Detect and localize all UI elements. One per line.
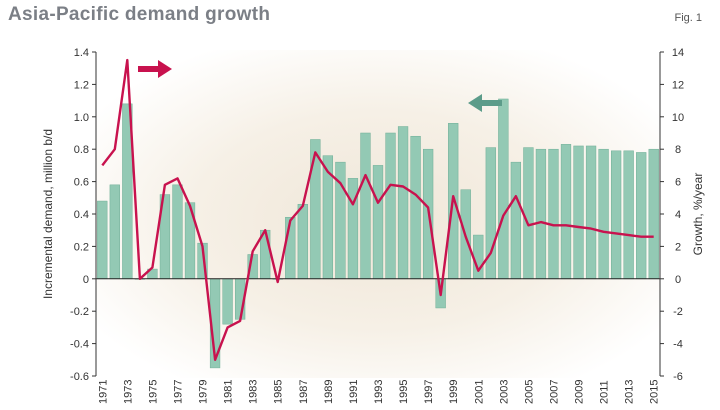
y-left-tick-label: 0.2 xyxy=(74,241,89,253)
bar xyxy=(610,150,622,280)
x-tick-label: 1993 xyxy=(373,380,385,404)
x-tick-label: 1983 xyxy=(248,380,260,404)
bar xyxy=(636,152,647,280)
bar xyxy=(473,234,484,280)
y-left-tick-label: 1.2 xyxy=(74,79,89,91)
bar xyxy=(560,144,572,280)
y-left-tick-label: -0.6 xyxy=(70,371,89,383)
x-tick-label: 2009 xyxy=(574,380,586,404)
bar xyxy=(109,184,120,280)
x-tick-label: 1997 xyxy=(423,380,435,404)
y-right-tick-label: 14 xyxy=(672,47,684,59)
bar xyxy=(360,132,371,280)
bars-layer xyxy=(97,98,659,369)
x-tick-label: 1979 xyxy=(198,380,210,404)
bar xyxy=(172,184,183,280)
x-tick-label: 1989 xyxy=(323,380,335,404)
bar xyxy=(510,161,522,280)
pointer-arrow-left-axis xyxy=(468,94,502,112)
bar xyxy=(372,165,384,280)
bar xyxy=(548,148,559,280)
bar xyxy=(535,148,547,280)
y-left-tick-label: 0.4 xyxy=(74,209,89,221)
y-right-tick-label: 12 xyxy=(672,79,684,91)
bar xyxy=(385,132,396,280)
growth-line xyxy=(101,58,654,361)
bar xyxy=(310,139,321,280)
bar xyxy=(585,145,597,280)
bar xyxy=(397,126,409,280)
pointer-arrow-right-axis xyxy=(138,60,172,78)
y-right-tick-label: 6 xyxy=(675,177,681,189)
x-tick-label: 2001 xyxy=(473,380,485,404)
chart-title: Asia-Pacific demand growth xyxy=(8,4,271,25)
y-right-tick-label: 8 xyxy=(675,144,681,156)
x-tick-label: 2011 xyxy=(599,380,611,404)
bar xyxy=(598,148,609,280)
bar xyxy=(623,150,634,280)
y-left-tick-label: 1.0 xyxy=(74,112,89,124)
x-tick-label: 1971 xyxy=(97,380,109,404)
x-tick-label: 1995 xyxy=(398,380,410,404)
y-left-tick-label: 0.8 xyxy=(74,144,89,156)
x-tick-label: 2015 xyxy=(649,380,661,404)
y-right-tick-label: 2 xyxy=(675,241,681,253)
x-tick-label: 1991 xyxy=(348,380,360,404)
x-tick-label: 1981 xyxy=(223,380,235,404)
y-right-tick-label: -6 xyxy=(673,371,683,383)
bar xyxy=(498,98,509,280)
figure-label: Fig. 1 xyxy=(674,12,702,24)
y-right-tick-label: 0 xyxy=(675,274,681,286)
x-tick-label: 2013 xyxy=(624,380,636,404)
y-right-tick-label: -2 xyxy=(673,306,683,318)
y-left-tick-label: -0.2 xyxy=(70,306,89,318)
y-left-tick-label: 1.4 xyxy=(74,47,89,59)
bar xyxy=(410,135,421,280)
bar xyxy=(648,148,659,280)
x-tick-label: 1977 xyxy=(172,380,184,404)
y-right-axis-label: Growth, %/year xyxy=(691,173,705,256)
x-tick-label: 1975 xyxy=(147,380,159,404)
y-right-tick-label: 4 xyxy=(675,209,681,221)
x-tick-label: 2003 xyxy=(498,380,510,404)
x-tick-label: 1987 xyxy=(298,380,310,404)
y-left-tick-label: 0.6 xyxy=(74,177,89,189)
x-tick-label: 1999 xyxy=(448,380,460,404)
y-right-tick-label: 10 xyxy=(672,112,684,124)
bar xyxy=(97,200,108,280)
y-left-tick-label: 0 xyxy=(83,274,89,286)
x-tick-label: 2005 xyxy=(523,380,535,404)
bar xyxy=(222,278,233,325)
y-right-tick-label: -4 xyxy=(673,339,683,351)
x-tick-label: 2007 xyxy=(548,380,560,404)
x-tick-label: 1973 xyxy=(122,380,134,404)
x-tick-label: 1985 xyxy=(273,380,285,404)
y-left-axis-label: Incremental demand, million b/d xyxy=(41,129,55,299)
y-left-tick-label: -0.4 xyxy=(70,339,89,351)
bar xyxy=(523,147,534,280)
bar xyxy=(573,145,584,280)
bar xyxy=(297,204,308,280)
ticks-layer: -0.6 -0.4 -0.2 0 0.2 0.4 0.6 0.8 1.0 1.2 1.4 -6 -4 -2… xyxy=(70,47,684,404)
